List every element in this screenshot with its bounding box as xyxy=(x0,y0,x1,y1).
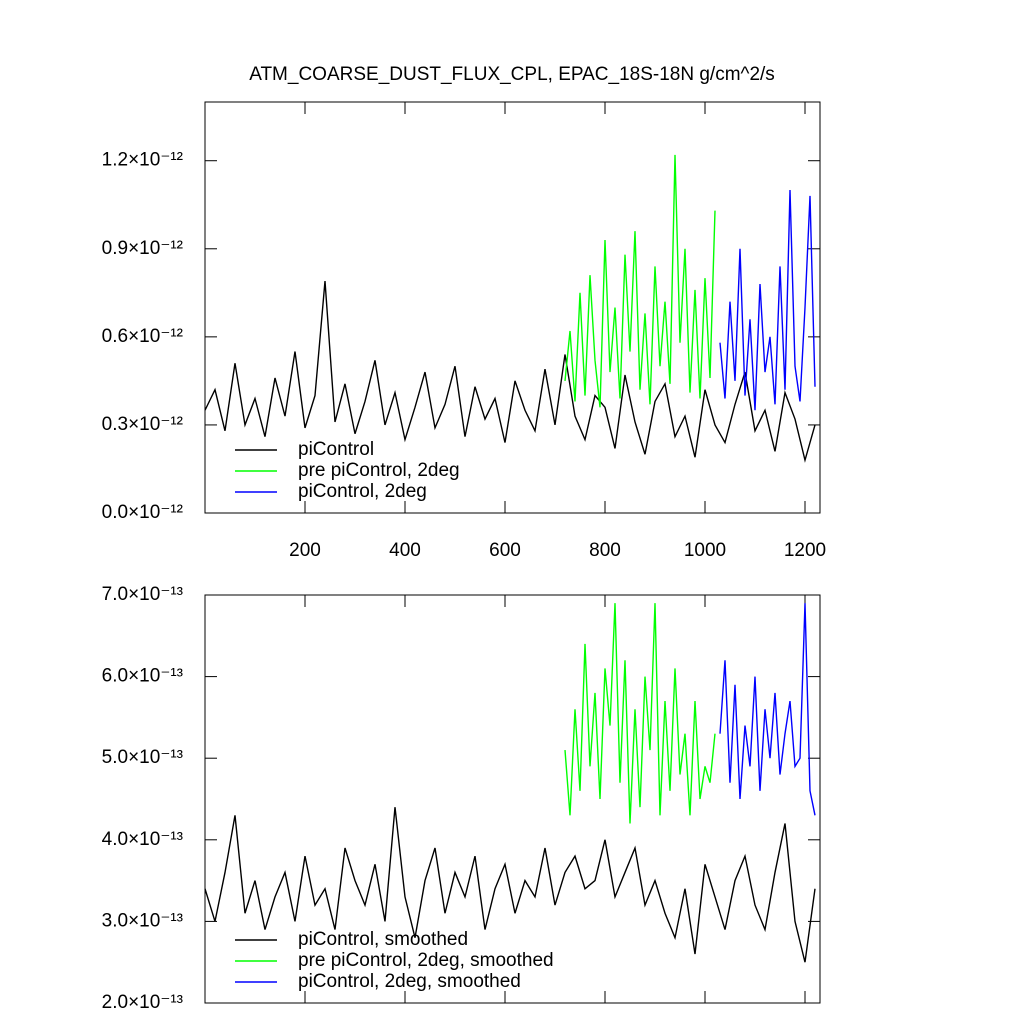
y-tick-label: 6.0×10⁻¹³ xyxy=(102,666,183,687)
chart-title: ATM_COARSE_DUST_FLUX_CPL, EPAC_18S-18N g… xyxy=(249,64,775,85)
x-tick-label: 400 xyxy=(389,540,421,561)
data-line xyxy=(719,190,816,411)
y-tick-label: 2.0×10⁻¹³ xyxy=(102,992,183,1013)
data-line xyxy=(204,807,816,963)
data-line xyxy=(719,603,816,816)
data-line xyxy=(564,154,716,408)
y-tick-label: 7.0×10⁻¹³ xyxy=(102,584,183,605)
y-tick-label: 0.3×10⁻¹² xyxy=(102,414,183,435)
y-tick-label: 0.6×10⁻¹² xyxy=(102,326,183,347)
x-tick-label: 600 xyxy=(489,540,521,561)
legend-label: pre piControl, 2deg xyxy=(298,460,460,481)
y-tick-label: 5.0×10⁻¹³ xyxy=(102,747,183,768)
legend-label: pre piControl, 2deg, smoothed xyxy=(298,950,554,971)
x-tick-label: 1000 xyxy=(684,540,726,561)
legend-label: piControl xyxy=(298,439,374,460)
x-tick-label: 800 xyxy=(589,540,621,561)
plot-frame xyxy=(204,101,821,514)
y-tick-label: 0.9×10⁻¹² xyxy=(102,238,183,259)
data-line xyxy=(564,603,716,824)
y-tick-label: 1.2×10⁻¹² xyxy=(102,150,183,171)
legend-label: piControl, smoothed xyxy=(298,929,468,950)
data-line xyxy=(204,281,816,463)
plot-frame xyxy=(204,594,821,1004)
y-tick-label: 0.0×10⁻¹² xyxy=(102,502,183,523)
legend-label: piControl, 2deg xyxy=(298,481,427,502)
y-tick-label: 4.0×10⁻¹³ xyxy=(102,829,183,850)
x-tick-label: 1200 xyxy=(784,540,826,561)
y-tick-label: 3.0×10⁻¹³ xyxy=(102,910,183,931)
legend-label: piControl, 2deg, smoothed xyxy=(298,971,521,992)
x-tick-label: 200 xyxy=(289,540,321,561)
